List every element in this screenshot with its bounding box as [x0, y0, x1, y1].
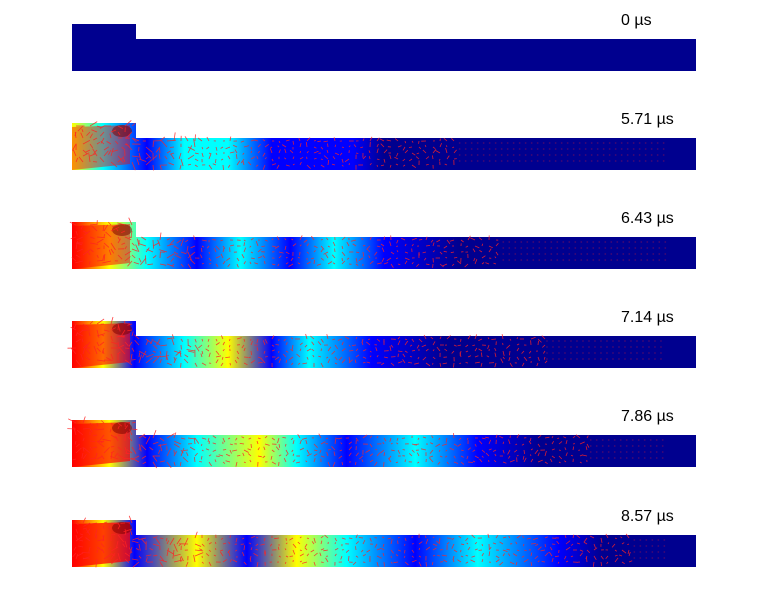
source-region [72, 323, 130, 368]
time-label-1: 5.71 µs [621, 111, 674, 128]
simulation-panel-5 [72, 515, 696, 568]
time-label-0: 0 µs [621, 12, 652, 29]
source-peak [112, 224, 132, 236]
simulation-panel-2 [69, 217, 696, 269]
strip-field [72, 520, 696, 567]
simulation-panel-0 [72, 24, 696, 71]
strip-field [72, 24, 696, 71]
source-peak [112, 422, 132, 434]
time-label-5: 8.57 µs [621, 508, 674, 525]
strip-field [72, 222, 696, 269]
simulation-panel-1 [72, 120, 696, 171]
displacement-vectors [67, 316, 662, 368]
displacement-vectors [72, 120, 665, 171]
source-region [72, 125, 130, 170]
source-peak [112, 125, 132, 137]
time-label-3: 7.14 µs [621, 309, 674, 326]
source-peak [112, 323, 132, 335]
simulation-panel-3 [67, 316, 696, 368]
source-region [72, 224, 130, 269]
displacement-vectors [67, 416, 664, 469]
displacement-vectors [69, 217, 667, 269]
simulation-panel-4 [67, 416, 696, 469]
displacement-vectors [72, 515, 666, 568]
source-region [72, 522, 130, 567]
time-label-2: 6.43 µs [621, 210, 674, 227]
time-label-4: 7.86 µs [621, 408, 674, 425]
